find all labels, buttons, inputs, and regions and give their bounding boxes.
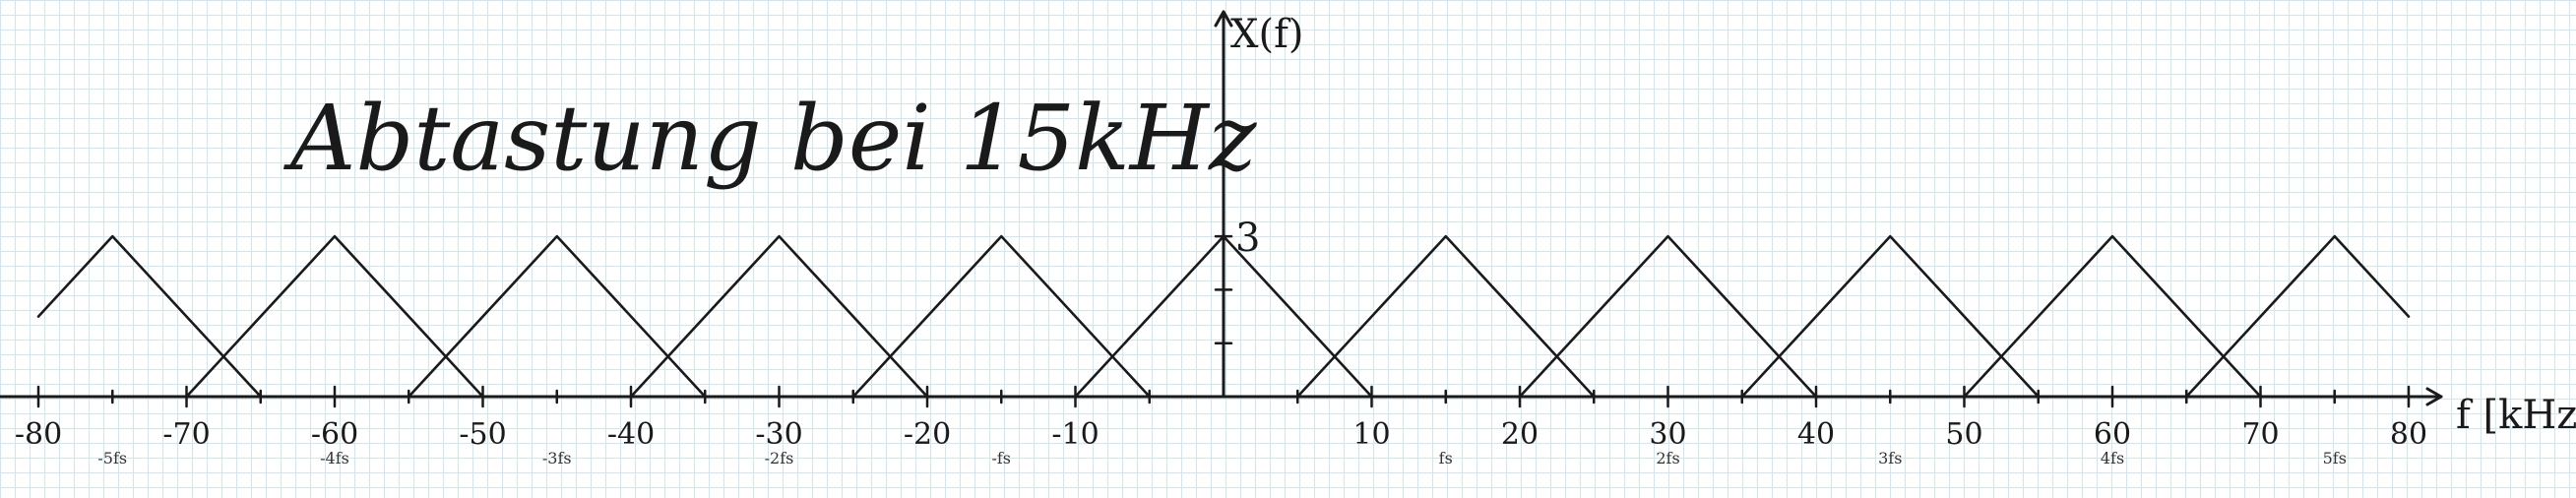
- axes: [0, 10, 2443, 408]
- x-tick-label: -40: [607, 417, 655, 452]
- x-tick-label: -60: [311, 417, 358, 452]
- y-axis-arrow: [1214, 10, 1233, 28]
- spectrum-replica: [1740, 234, 2041, 399]
- chart-title: Abtastung bei 15kHz: [283, 86, 1257, 191]
- spectrum-replica: [1296, 234, 1596, 399]
- fs-label: -2fs: [765, 449, 794, 467]
- spectrum-replica: [2185, 234, 2411, 399]
- spectrum-replica: [1963, 234, 2262, 399]
- fs-label: -4fs: [320, 449, 349, 467]
- x-axis-arrow: [2425, 387, 2443, 406]
- fs-label: -3fs: [542, 449, 572, 467]
- spectrum-replica: [851, 234, 1152, 399]
- peak-label: 3: [1235, 216, 1260, 261]
- x-tick-label: 60: [2094, 417, 2131, 452]
- x-tick-label: 10: [1352, 417, 1390, 452]
- x-tick-label: -80: [15, 417, 62, 452]
- series-group: [36, 234, 2411, 399]
- spectrum-replica: [629, 234, 929, 399]
- x-tick-label: -70: [162, 417, 210, 452]
- x-tick-label: 70: [2241, 417, 2279, 452]
- fs-label: 5fs: [2323, 449, 2347, 467]
- fs-label: fs: [1439, 449, 1453, 467]
- x-tick-label: 40: [1797, 417, 1835, 452]
- x-tick-label: 20: [1501, 417, 1539, 452]
- fs-label: 2fs: [1656, 449, 1679, 467]
- spectrum-replica: [1518, 234, 1818, 399]
- spectrum-replica: [36, 234, 263, 399]
- spectrum-replica: [408, 234, 707, 399]
- x-tick-label: 50: [1945, 417, 1982, 452]
- x-tick-label: -30: [755, 417, 802, 452]
- spectrum-replica: [185, 234, 484, 399]
- fs-label: 4fs: [2101, 449, 2124, 467]
- x-axis-label: f [kHz]: [2456, 393, 2576, 438]
- x-tick-label: 30: [1649, 417, 1686, 452]
- labels-group: -80 -70 -60 -50 -40 -30 -20 -10 10 20 30 40 50 60 70 80…: [15, 417, 2427, 467]
- fs-label: 3fs: [1878, 449, 1902, 467]
- fs-label: -fs: [991, 449, 1011, 467]
- x-tick-label: -20: [904, 417, 951, 452]
- fs-label: -5fs: [97, 449, 127, 467]
- y-axis-label: X(f): [1230, 12, 1304, 57]
- x-tick-label: -10: [1051, 417, 1099, 452]
- spectrum-replica: [1074, 234, 1373, 399]
- x-tick-label: 80: [2390, 417, 2427, 452]
- x-tick-label: -50: [459, 417, 506, 452]
